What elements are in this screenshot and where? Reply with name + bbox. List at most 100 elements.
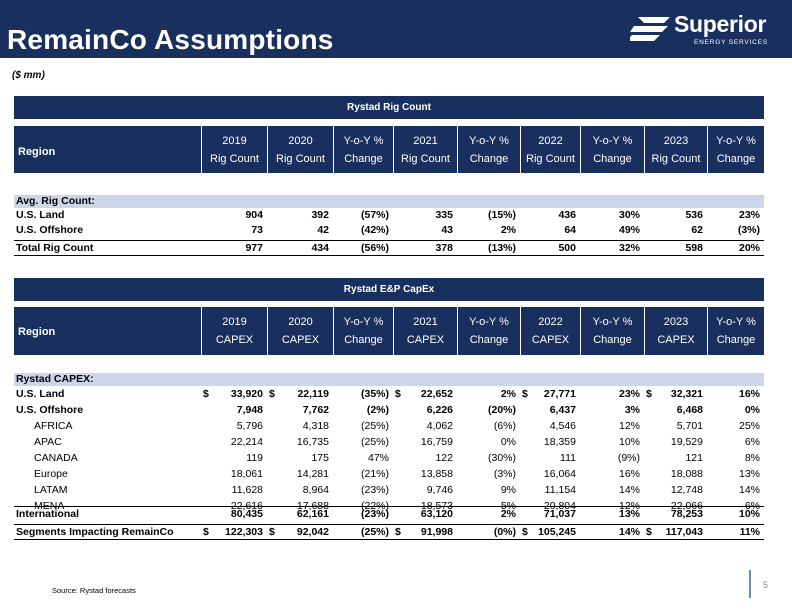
rig-row: U.S. Land 904 392 (57%) 335 (15%) 436 30% 536 23% (14, 208, 764, 224)
table-cell: 22,652 (420, 388, 453, 400)
table-cell: 117,043 (665, 526, 703, 538)
rig-col-header: 2022 Rig Count (520, 126, 580, 173)
capex-col-header: 2019 CAPEX (201, 307, 267, 355)
capex-row: APAC 22,214 16,735 (25%) 16,759 0% 18,359 10% 19… (14, 435, 764, 451)
table-cell: 62,161 (296, 508, 329, 520)
row-label: Europe (34, 468, 68, 480)
col-header-line2: Change (469, 152, 509, 165)
capex-col-header: 2020 CAPEX (267, 307, 333, 355)
table-cell: 119 (246, 452, 263, 464)
col-header-line2: Change (593, 334, 632, 346)
table-cell: 5,701 (676, 420, 703, 432)
table-cell: 7,948 (236, 404, 263, 416)
table-cell: 19,529 (670, 436, 703, 448)
capex-row: LATAM 11,628 8,964 (23%) 9,746 9% 11,154 14% 12,… (14, 483, 764, 499)
units-note: ($ mm) (12, 70, 45, 81)
dollar-sign: $ (646, 526, 652, 538)
table-cell: 536 (685, 209, 703, 221)
table-cell: 12% (618, 420, 640, 432)
table-cell: 16% (738, 388, 760, 400)
rig-col-header: 2021 Rig Count (393, 126, 457, 173)
capex-col-header: Y-o-Y % Change (333, 307, 393, 355)
table-cell: 18,359 (543, 436, 576, 448)
col-header-line2: Rig Count (210, 152, 259, 165)
table-cell: 42 (317, 224, 329, 236)
table-cell: 121 (685, 452, 703, 464)
table-cell: 6,437 (549, 404, 576, 416)
table-cell: 4,318 (302, 420, 329, 432)
col-header-line1: Y-o-Y % (592, 134, 633, 147)
table-cell: (9%) (617, 452, 640, 464)
table-cell: 43 (441, 224, 453, 236)
col-header-line1: Y-o-Y % (469, 134, 509, 147)
table-cell: 434 (311, 242, 329, 254)
table-cell: 7,762 (302, 404, 329, 416)
capex-col-header: 2021 CAPEX (393, 307, 457, 355)
rig-col-header: 2023 Rig Count (644, 126, 707, 173)
rig-table-title: Rystad Rig Count (14, 96, 764, 119)
rig-col-header: Y-o-Y % Change (457, 126, 520, 173)
table-cell: (42%) (360, 224, 389, 236)
table-cell: (0%) (493, 526, 516, 538)
capex-col-header: Y-o-Y % Change (457, 307, 520, 355)
col-header-line1: 2022 (538, 316, 563, 328)
dollar-sign: $ (203, 388, 209, 400)
table-cell: 25% (738, 420, 760, 432)
table-cell: (23%) (360, 508, 389, 520)
table-cell: (57%) (360, 209, 389, 221)
rig-col-header: Y-o-Y % Change (333, 126, 393, 173)
footer-divider (749, 570, 751, 598)
capex-row: U.S. Land 33,920 $22,119 $ (35%) 22,652 $2% 27,… (14, 387, 764, 403)
table-cell: 122,303 (225, 526, 263, 538)
table-cell: 977 (245, 242, 263, 254)
dollar-sign: $ (395, 388, 401, 400)
col-header-line2: CAPEX (281, 334, 320, 346)
dollar-sign: $ (522, 526, 528, 538)
rig-row: U.S. Offshore 73 42 (42%) 43 2% 64 49% 62 (3%) (14, 223, 764, 239)
table-cell: 18,061 (230, 468, 263, 480)
rig-col-header: 2020 Rig Count (267, 126, 333, 173)
col-header-line1: Y-o-Y % (716, 316, 756, 328)
table-cell: 13,858 (420, 468, 453, 480)
table-cell: (56%) (360, 242, 389, 254)
capex-section-label: Rystad CAPEX: (14, 373, 764, 386)
col-header-line2: Rig Count (651, 152, 701, 165)
table-cell: 11,628 (231, 484, 263, 496)
row-label: Segments Impacting RemainCo (16, 526, 174, 538)
table-cell: 9% (500, 484, 516, 496)
table-cell: 3% (624, 404, 640, 416)
table-cell: 2% (500, 388, 516, 400)
table-cell: 0% (744, 404, 760, 416)
table-cell: (15%) (487, 209, 516, 221)
table-cell: 23% (738, 209, 760, 221)
capex-table-title: Rystad E&P CapEx (14, 278, 764, 301)
col-header-line2: CAPEX (406, 334, 445, 346)
table-cell: 47% (367, 452, 389, 464)
table-cell: 20% (738, 242, 760, 254)
rig-section-label: Avg. Rig Count: (14, 195, 764, 208)
table-cell: 12,748 (670, 484, 703, 496)
table-cell: (2%) (366, 404, 389, 416)
table-cell: 78,253 (670, 508, 703, 520)
table-cell: 16% (618, 468, 640, 480)
table-cell: (6%) (493, 420, 516, 432)
col-header-line2: Rig Count (276, 152, 325, 165)
table-cell: 14,281 (296, 468, 329, 480)
table-cell: 16,064 (543, 468, 576, 480)
table-cell: 5,796 (236, 420, 263, 432)
col-header-line2: Change (344, 334, 383, 346)
table-cell: 6,226 (426, 404, 453, 416)
col-header-line2: Rig Count (526, 152, 575, 165)
col-header-line1: 2021 (413, 316, 438, 328)
table-cell: 92,042 (296, 526, 329, 538)
table-cell: 8% (744, 452, 760, 464)
dollar-sign: $ (269, 526, 275, 538)
logo-subtitle: ENERGY SERVICES (694, 39, 768, 46)
col-header-line1: 2023 (663, 316, 689, 328)
row-label: Total Rig Count (16, 242, 94, 254)
table-cell: 49% (618, 224, 640, 236)
table-cell: (23%) (360, 484, 389, 496)
capex-region-header: Region (18, 326, 56, 338)
capex-col-header: Y-o-Y % Change (580, 307, 644, 355)
row-label: U.S. Land (16, 388, 65, 400)
